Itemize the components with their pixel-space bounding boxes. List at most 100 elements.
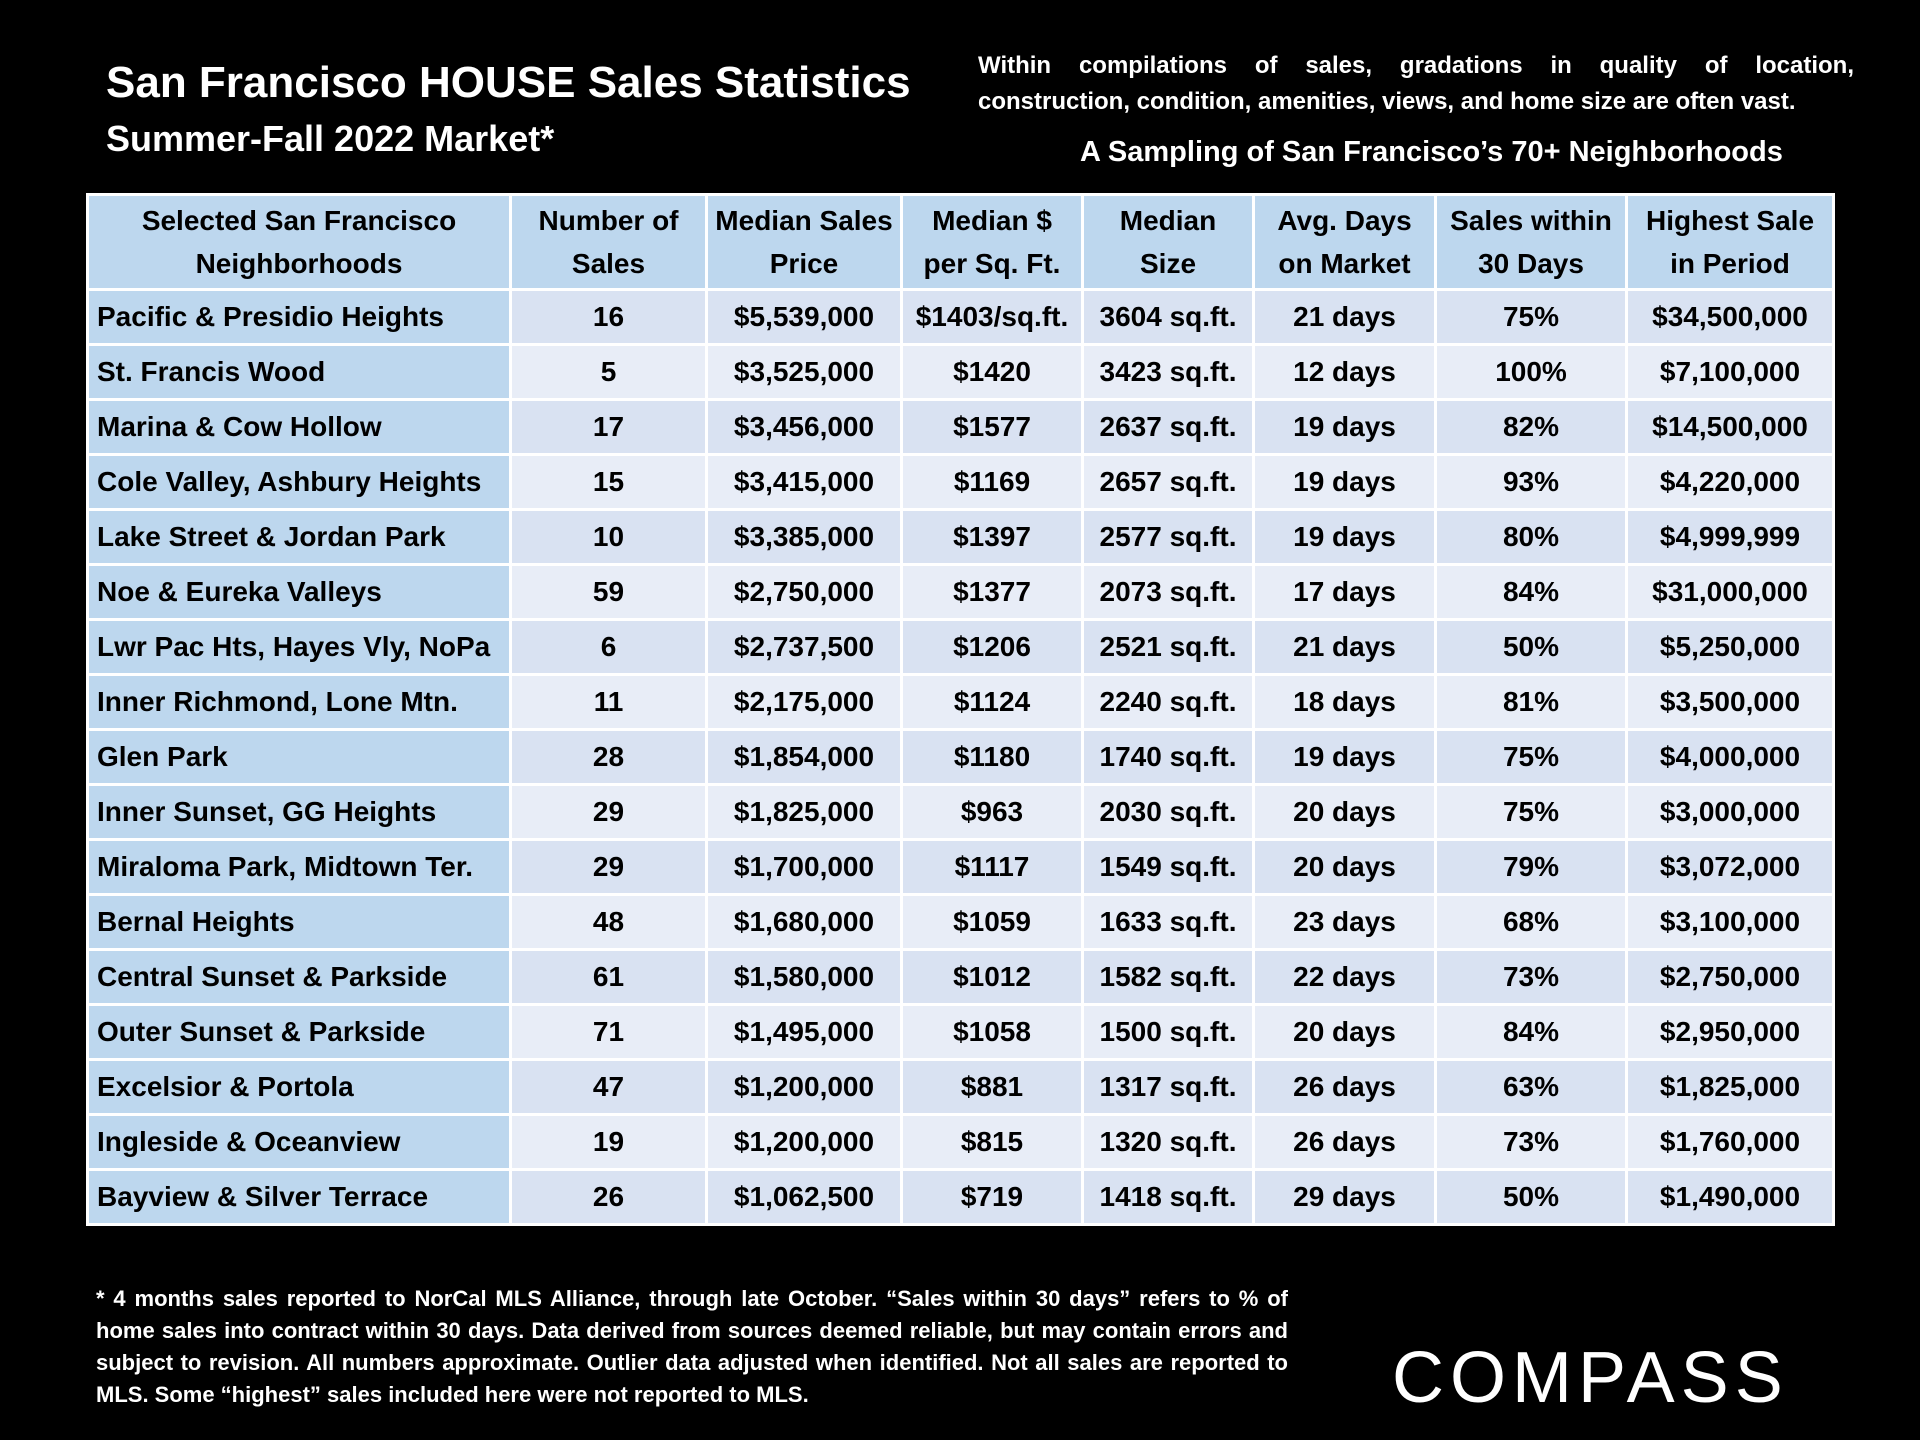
cell-avg-days: 19 days xyxy=(1252,398,1437,456)
cell-sales-30: 80% xyxy=(1434,508,1628,566)
cell-median-size: 2657 sq.ft. xyxy=(1081,453,1255,511)
cell-median-price: $1,200,000 xyxy=(705,1058,903,1116)
cell-num-sales: 5 xyxy=(509,343,708,401)
cell-num-sales: 61 xyxy=(509,948,708,1006)
cell-median-ppsf: $1206 xyxy=(900,618,1084,676)
cell-median-price: $1,854,000 xyxy=(705,728,903,786)
page-subtitle: Summer-Fall 2022 Market* xyxy=(106,118,555,159)
cell-num-sales: 59 xyxy=(509,563,708,621)
cell-median-size: 2030 sq.ft. xyxy=(1081,783,1255,841)
table-row: Miraloma Park, Midtown Ter. 29 $1,700,000 $… xyxy=(86,838,1835,896)
table-row: Inner Sunset, GG Heights 29 $1,825,000 $963… xyxy=(86,783,1835,841)
cell-highest-sale: $14,500,000 xyxy=(1625,398,1835,456)
cell-median-price: $2,750,000 xyxy=(705,563,903,621)
cell-sales-30: 50% xyxy=(1434,618,1628,676)
cell-sales-30: 63% xyxy=(1434,1058,1628,1116)
cell-sales-30: 68% xyxy=(1434,893,1628,951)
cell-median-ppsf: $1180 xyxy=(900,728,1084,786)
table-row: Noe & Eureka Valleys 59 $2,750,000 $1377 207… xyxy=(86,563,1835,621)
cell-sales-30: 73% xyxy=(1434,1113,1628,1171)
column-header-avg-days: Avg. Days on Market xyxy=(1252,193,1437,291)
cell-neighborhood: Miraloma Park, Midtown Ter. xyxy=(86,838,512,896)
cell-median-size: 1317 sq.ft. xyxy=(1081,1058,1255,1116)
cell-highest-sale: $7,100,000 xyxy=(1625,343,1835,401)
stats-table-container: Selected San Francisco Neighborhoods Numb… xyxy=(86,193,1835,1226)
cell-avg-days: 23 days xyxy=(1252,893,1437,951)
column-header-median-price: Median Sales Price xyxy=(705,193,903,291)
cell-avg-days: 18 days xyxy=(1252,673,1437,731)
cell-num-sales: 17 xyxy=(509,398,708,456)
cell-sales-30: 50% xyxy=(1434,1168,1628,1226)
sampling-caption: A Sampling of San Francisco’s 70+ Neighb… xyxy=(1080,136,1783,168)
cell-median-size: 1582 sq.ft. xyxy=(1081,948,1255,1006)
cell-median-ppsf: $1012 xyxy=(900,948,1084,1006)
cell-median-ppsf: $1377 xyxy=(900,563,1084,621)
table-row: Glen Park 28 $1,854,000 $1180 1740 sq.ft. 19 … xyxy=(86,728,1835,786)
cell-num-sales: 29 xyxy=(509,783,708,841)
cell-median-ppsf: $1117 xyxy=(900,838,1084,896)
cell-highest-sale: $5,250,000 xyxy=(1625,618,1835,676)
cell-avg-days: 26 days xyxy=(1252,1058,1437,1116)
cell-median-size: 2577 sq.ft. xyxy=(1081,508,1255,566)
table-row: Ingleside & Oceanview 19 $1,200,000 $815 132… xyxy=(86,1113,1835,1171)
cell-neighborhood: Cole Valley, Ashbury Heights xyxy=(86,453,512,511)
cell-num-sales: 11 xyxy=(509,673,708,731)
cell-sales-30: 93% xyxy=(1434,453,1628,511)
cell-highest-sale: $3,100,000 xyxy=(1625,893,1835,951)
cell-highest-sale: $2,750,000 xyxy=(1625,948,1835,1006)
table-body: Pacific & Presidio Heights 16 $5,539,000 $1… xyxy=(86,288,1835,1226)
cell-neighborhood: Excelsior & Portola xyxy=(86,1058,512,1116)
column-header-highest-sale: Highest Sale in Period xyxy=(1625,193,1835,291)
cell-highest-sale: $1,760,000 xyxy=(1625,1113,1835,1171)
cell-median-price: $3,415,000 xyxy=(705,453,903,511)
cell-median-price: $1,495,000 xyxy=(705,1003,903,1061)
column-header-neighborhood: Selected San Francisco Neighborhoods xyxy=(86,193,512,291)
cell-median-size: 2521 sq.ft. xyxy=(1081,618,1255,676)
cell-neighborhood: Pacific & Presidio Heights xyxy=(86,288,512,346)
cell-avg-days: 21 days xyxy=(1252,288,1437,346)
cell-median-price: $2,175,000 xyxy=(705,673,903,731)
cell-median-size: 1418 sq.ft. xyxy=(1081,1168,1255,1226)
cell-median-size: 1549 sq.ft. xyxy=(1081,838,1255,896)
cell-median-size: 3423 sq.ft. xyxy=(1081,343,1255,401)
cell-median-price: $1,700,000 xyxy=(705,838,903,896)
cell-neighborhood: Inner Richmond, Lone Mtn. xyxy=(86,673,512,731)
cell-num-sales: 19 xyxy=(509,1113,708,1171)
cell-median-ppsf: $881 xyxy=(900,1058,1084,1116)
cell-neighborhood: Central Sunset & Parkside xyxy=(86,948,512,1006)
cell-num-sales: 71 xyxy=(509,1003,708,1061)
cell-avg-days: 17 days xyxy=(1252,563,1437,621)
cell-highest-sale: $1,490,000 xyxy=(1625,1168,1835,1226)
cell-median-size: 1320 sq.ft. xyxy=(1081,1113,1255,1171)
cell-num-sales: 29 xyxy=(509,838,708,896)
table-row: Excelsior & Portola 47 $1,200,000 $881 1317 … xyxy=(86,1058,1835,1116)
cell-neighborhood: Marina & Cow Hollow xyxy=(86,398,512,456)
cell-median-price: $1,680,000 xyxy=(705,893,903,951)
cell-sales-30: 75% xyxy=(1434,728,1628,786)
cell-highest-sale: $3,072,000 xyxy=(1625,838,1835,896)
cell-sales-30: 84% xyxy=(1434,1003,1628,1061)
cell-median-price: $1,580,000 xyxy=(705,948,903,1006)
cell-median-ppsf: $963 xyxy=(900,783,1084,841)
cell-num-sales: 26 xyxy=(509,1168,708,1226)
cell-median-ppsf: $1124 xyxy=(900,673,1084,731)
cell-sales-30: 73% xyxy=(1434,948,1628,1006)
table-row: Bayview & Silver Terrace 26 $1,062,500 $719… xyxy=(86,1168,1835,1226)
cell-highest-sale: $1,825,000 xyxy=(1625,1058,1835,1116)
cell-median-price: $2,737,500 xyxy=(705,618,903,676)
cell-highest-sale: $4,220,000 xyxy=(1625,453,1835,511)
cell-median-ppsf: $815 xyxy=(900,1113,1084,1171)
footnote: * 4 months sales reported to NorCal MLS … xyxy=(96,1286,1288,1407)
page-title: San Francisco HOUSE Sales Statistics xyxy=(106,58,911,107)
cell-avg-days: 19 days xyxy=(1252,728,1437,786)
cell-highest-sale: $31,000,000 xyxy=(1625,563,1835,621)
cell-sales-30: 75% xyxy=(1434,783,1628,841)
compass-logo: COMPASS xyxy=(1392,1338,1783,1418)
cell-avg-days: 26 days xyxy=(1252,1113,1437,1171)
cell-neighborhood: Lake Street & Jordan Park xyxy=(86,508,512,566)
cell-avg-days: 19 days xyxy=(1252,508,1437,566)
column-header-num-sales: Number of Sales xyxy=(509,193,708,291)
cell-median-ppsf: $1059 xyxy=(900,893,1084,951)
table-row: Pacific & Presidio Heights 16 $5,539,000 $1… xyxy=(86,288,1835,346)
stats-table: Selected San Francisco Neighborhoods Numb… xyxy=(86,193,1835,1226)
